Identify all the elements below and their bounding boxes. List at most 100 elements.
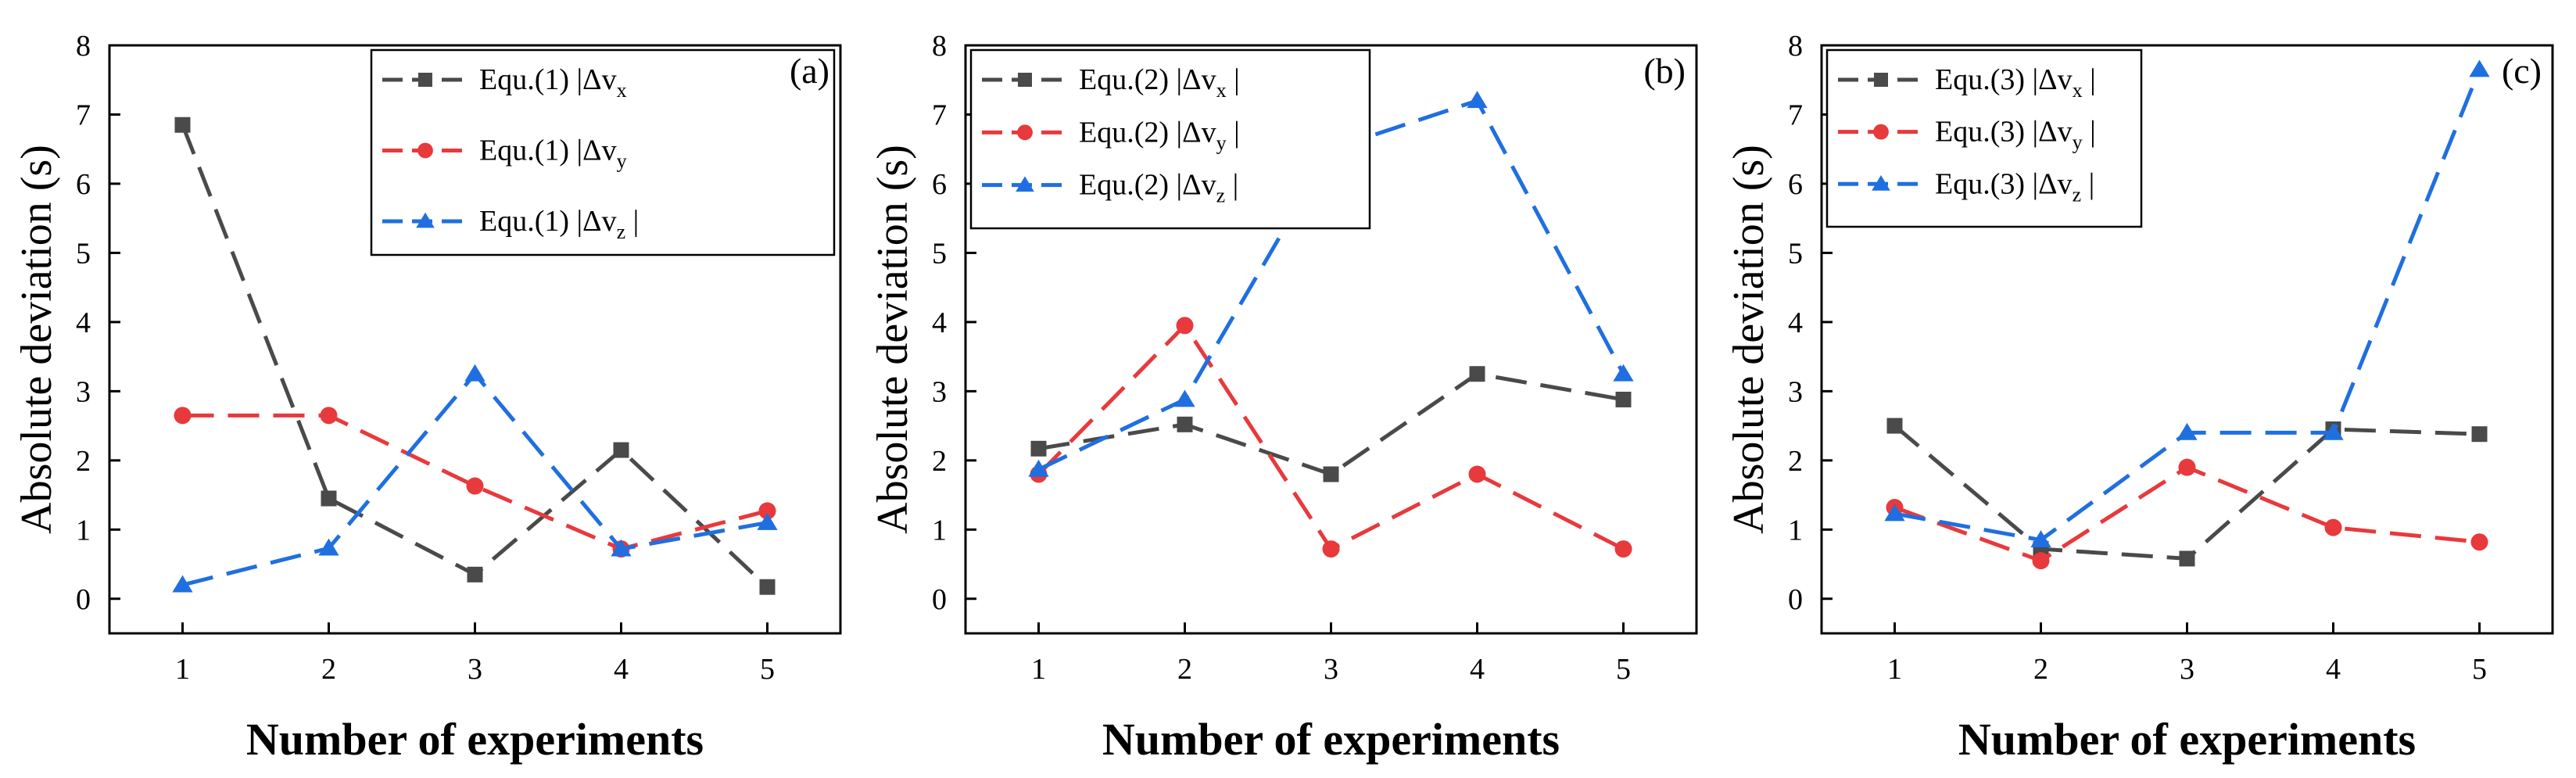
x-tick-label: 3 bbox=[1324, 653, 1338, 686]
y-axis-label: Absolute deviation (s) bbox=[1725, 145, 1773, 534]
x-tick-label: 4 bbox=[614, 653, 629, 686]
y-tick-label: 4 bbox=[1788, 307, 1803, 339]
legend-label: Equ.(1) |Δvz | bbox=[479, 205, 639, 243]
x-tick-label: 1 bbox=[175, 653, 190, 686]
data-point-x bbox=[759, 579, 776, 595]
data-point-z bbox=[611, 539, 632, 557]
data-point-y bbox=[2470, 533, 2488, 551]
y-tick-label: 5 bbox=[932, 237, 947, 270]
y-tick-label: 6 bbox=[932, 168, 947, 201]
data-point-z bbox=[1613, 364, 1634, 382]
y-tick-label: 4 bbox=[932, 307, 947, 339]
data-point-y bbox=[320, 407, 338, 425]
x-tick-label: 5 bbox=[2472, 653, 2487, 686]
y-tick-label: 1 bbox=[76, 514, 91, 547]
y-tick-label: 5 bbox=[76, 237, 91, 270]
data-point-z bbox=[318, 538, 339, 556]
y-tick-label: 2 bbox=[1788, 445, 1803, 478]
y-tick-label: 6 bbox=[1788, 168, 1803, 201]
legend: Equ.(3) |Δvx | Equ.(3) |Δvy | Equ.(3) |Δvz… bbox=[1825, 48, 2143, 228]
y-tick-label: 7 bbox=[76, 99, 91, 131]
panel-label: (a) bbox=[790, 51, 829, 91]
y-tick-label: 0 bbox=[1788, 583, 1803, 616]
chart-panel-3: 0 1 2 3 4 5 6 7 8 1 2 3 4 5 Number of experiments Absol… bbox=[1725, 30, 2554, 765]
data-point-x bbox=[1469, 366, 1485, 382]
data-point-y bbox=[1322, 540, 1340, 558]
data-point-y bbox=[1176, 317, 1194, 335]
data-point-y bbox=[174, 407, 192, 425]
legend-label: Equ.(1) |Δvx bbox=[479, 63, 627, 102]
legend-label: Equ.(3) |Δvz | bbox=[1935, 167, 2094, 206]
data-point-z bbox=[1174, 389, 1195, 407]
data-point-x bbox=[1030, 440, 1047, 457]
series-line-y bbox=[1893, 465, 2480, 563]
y-tick-label: 2 bbox=[932, 445, 947, 478]
data-point-y bbox=[2032, 552, 2050, 570]
y-tick-label: 1 bbox=[1788, 514, 1803, 547]
data-point-y bbox=[758, 502, 776, 520]
data-point-x bbox=[467, 566, 483, 583]
legend-label: Equ.(3) |Δvy | bbox=[1935, 116, 2096, 154]
y-tick-label: 8 bbox=[932, 30, 947, 63]
legend-marker bbox=[416, 212, 435, 228]
y-tick-label: 7 bbox=[1788, 99, 1803, 131]
y-tick-label: 3 bbox=[76, 375, 91, 408]
y-tick-label: 0 bbox=[932, 583, 947, 616]
data-point-z bbox=[757, 512, 778, 530]
y-axis-label: Absolute deviation (s) bbox=[869, 145, 917, 534]
y-axis-label: Absolute deviation (s) bbox=[13, 145, 61, 534]
data-point-z bbox=[1467, 91, 1488, 109]
panel-label: (b) bbox=[1643, 51, 1686, 91]
y-tick-label: 8 bbox=[76, 30, 91, 63]
data-point-z bbox=[464, 364, 485, 382]
data-point-x bbox=[2471, 426, 2488, 443]
x-tick-label: 2 bbox=[1177, 653, 1192, 686]
data-point-y bbox=[2178, 458, 2196, 476]
x-axis-label: Number of experiments bbox=[1102, 714, 1560, 765]
data-point-z bbox=[2469, 59, 2490, 77]
data-point-x bbox=[1323, 466, 1339, 482]
x-tick-label: 4 bbox=[2326, 653, 2341, 686]
data-point-x bbox=[613, 442, 629, 458]
legend-label: Equ.(2) |Δvy | bbox=[1079, 116, 1240, 154]
series-line-y bbox=[182, 413, 769, 551]
series-line-z bbox=[1037, 99, 1625, 471]
legend-marker bbox=[1873, 124, 1889, 140]
legend-marker bbox=[1018, 73, 1032, 87]
x-axis-label: Number of experiments bbox=[1958, 714, 2416, 765]
legend-box bbox=[969, 48, 1371, 230]
data-point-z bbox=[172, 575, 193, 593]
legend: Equ.(1) |Δvx Equ.(1) |Δvy Equ.(1) |Δvz | bbox=[370, 48, 836, 256]
data-point-x bbox=[1615, 391, 1632, 407]
data-point-z bbox=[1028, 459, 1049, 477]
x-tick-label: 1 bbox=[1887, 653, 1902, 686]
legend-marker bbox=[1874, 73, 1888, 87]
y-tick-label: 2 bbox=[76, 445, 91, 478]
legend-label: Equ.(2) |Δvz | bbox=[1079, 169, 1238, 207]
data-point-x bbox=[321, 490, 337, 507]
data-point-x bbox=[2179, 550, 2195, 567]
y-tick-label: 3 bbox=[932, 375, 947, 408]
data-point-z bbox=[2177, 422, 2198, 440]
data-point-y bbox=[2324, 518, 2342, 536]
series-line-y bbox=[1037, 323, 1625, 551]
y-tick-label: 7 bbox=[932, 99, 947, 131]
data-point-x bbox=[174, 117, 191, 133]
x-tick-label: 3 bbox=[468, 653, 482, 686]
legend-marker bbox=[417, 142, 433, 159]
x-tick-label: 2 bbox=[2033, 653, 2048, 686]
panel-label: (c) bbox=[2502, 51, 2542, 91]
legend-label: Equ.(1) |Δvy bbox=[479, 134, 627, 172]
legend-label: Equ.(3) |Δvx | bbox=[1935, 63, 2096, 102]
y-tick-label: 6 bbox=[76, 168, 91, 201]
x-tick-label: 2 bbox=[321, 653, 336, 686]
data-point-z bbox=[2323, 422, 2344, 440]
legend-marker bbox=[1017, 124, 1033, 141]
chart-panel-1: 0 1 2 3 4 5 6 7 8 1 2 3 4 5 Number of experiments Absol… bbox=[13, 30, 842, 765]
x-tick-label: 5 bbox=[1616, 653, 1631, 686]
data-point-z bbox=[1884, 504, 1905, 522]
data-point-y bbox=[1614, 540, 1632, 558]
y-tick-label: 8 bbox=[1788, 30, 1803, 63]
data-point-x bbox=[1886, 418, 1903, 434]
